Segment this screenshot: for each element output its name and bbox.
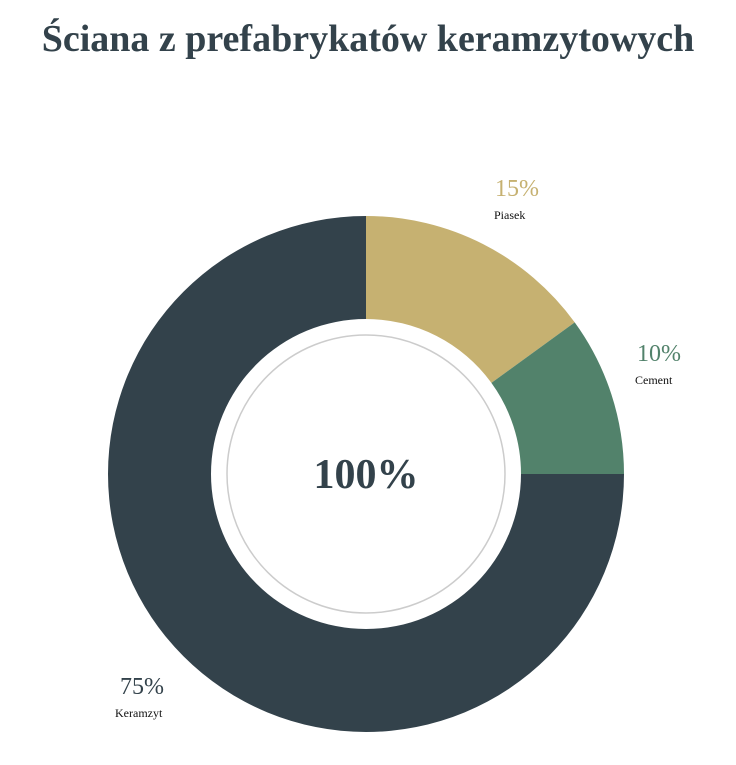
slice-name-label-piasek: Piasek: [494, 208, 525, 222]
slice-percent-label-piasek: 15%: [495, 176, 539, 202]
slice-cement: [491, 322, 624, 474]
labels-group: 15% Piasek 10% Cement 75% Keramzyt: [115, 176, 681, 720]
slice-keramzyt: [108, 216, 624, 732]
chart-title: Ściana z prefabrykatów keramzytowych: [41, 18, 695, 60]
slice-percent-label-keramzyt: 75%: [120, 674, 164, 700]
slices-group: [108, 216, 624, 732]
slice-name-label-cement: Cement: [635, 373, 673, 387]
slice-name-label-keramzyt: Keramzyt: [115, 706, 163, 720]
center-ring: [226, 334, 506, 614]
slice-piasek: [366, 216, 575, 383]
slice-percent-label-cement: 10%: [637, 341, 681, 367]
center-total-label: 100%: [314, 452, 419, 498]
